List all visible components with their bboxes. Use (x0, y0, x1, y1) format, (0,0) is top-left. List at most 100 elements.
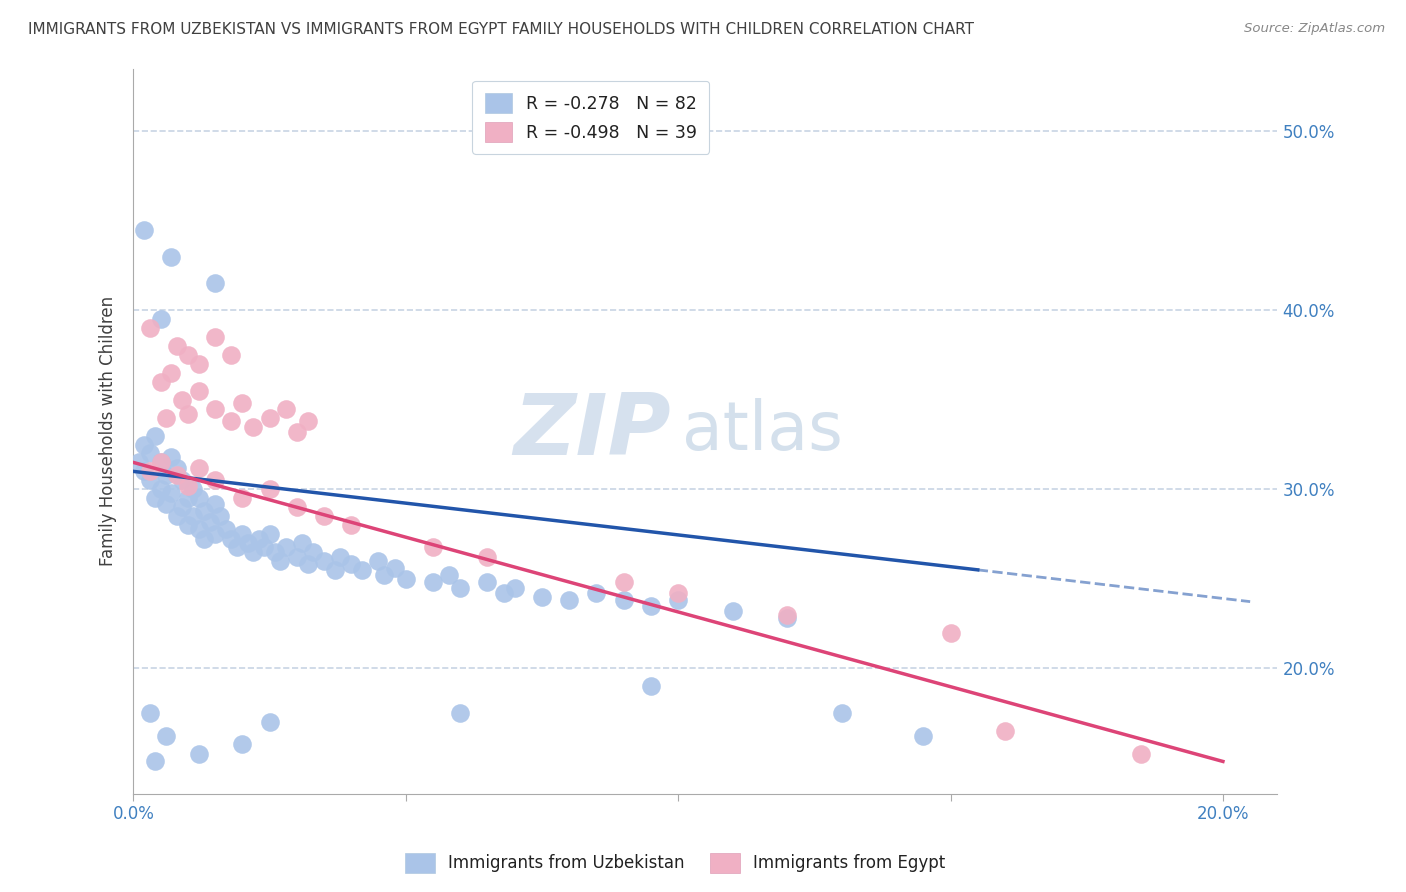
Point (138, 446, 160, 460)
Y-axis label: Family Households with Children: Family Households with Children (100, 296, 117, 566)
Point (247, 533, 270, 547)
Text: ZIP: ZIP (513, 390, 671, 473)
Point (143, 755, 166, 769)
Point (172, 392, 194, 407)
Point (177, 479, 200, 493)
Point (155, 730, 177, 744)
Point (613, 575, 636, 590)
Point (187, 522, 209, 536)
Point (253, 540, 276, 554)
Point (477, 550, 499, 565)
Point (187, 357, 209, 371)
Point (181, 509, 204, 524)
Point (138, 321, 160, 335)
Point (149, 455, 172, 469)
Point (831, 706, 853, 720)
Point (274, 401, 297, 416)
Point (221, 348, 243, 362)
Point (312, 554, 335, 568)
Point (340, 558, 363, 572)
Point (242, 545, 264, 559)
Point (585, 586, 607, 600)
Point (231, 527, 253, 541)
Point (340, 518, 363, 533)
Point (373, 568, 395, 582)
Point (204, 527, 226, 541)
Point (231, 737, 253, 751)
Point (367, 554, 389, 568)
Point (259, 410, 281, 425)
Point (666, 593, 689, 607)
Point (166, 509, 188, 524)
Point (285, 500, 308, 515)
Point (193, 533, 215, 547)
Point (198, 515, 221, 529)
Point (225, 540, 247, 554)
Text: IMMIGRANTS FROM UZBEKISTAN VS IMMIGRANTS FROM EGYPT FAMILY HOUSEHOLDS WITH CHILD: IMMIGRANTS FROM UZBEKISTAN VS IMMIGRANTS… (28, 22, 974, 37)
Text: Source: ZipAtlas.com: Source: ZipAtlas.com (1244, 22, 1385, 36)
Point (172, 473, 194, 487)
Point (312, 509, 335, 524)
Point (149, 375, 172, 389)
Point (128, 455, 150, 469)
Point (143, 428, 166, 442)
Point (160, 450, 183, 464)
Point (177, 518, 200, 533)
Point (160, 250, 183, 264)
Point (776, 607, 799, 622)
Point (1130, 747, 1153, 762)
Point (912, 730, 935, 744)
Point (297, 558, 319, 572)
Point (613, 593, 636, 607)
Point (477, 575, 499, 590)
Point (329, 550, 352, 565)
Point (177, 348, 200, 362)
Point (149, 455, 172, 469)
Point (221, 414, 243, 428)
Point (264, 545, 287, 559)
Point (204, 401, 226, 416)
Point (193, 504, 215, 518)
Legend: Immigrants from Uzbekistan, Immigrants from Egypt: Immigrants from Uzbekistan, Immigrants f… (398, 847, 952, 880)
Point (204, 277, 226, 291)
Point (231, 396, 253, 410)
Point (187, 384, 209, 398)
Point (204, 473, 226, 487)
Point (231, 491, 253, 506)
Point (209, 509, 232, 524)
Point (449, 706, 471, 720)
Point (155, 410, 177, 425)
Point (160, 366, 183, 380)
Point (939, 625, 962, 640)
Point (166, 467, 188, 482)
Point (269, 554, 291, 568)
Point (449, 581, 471, 595)
Point (149, 483, 172, 497)
Point (215, 522, 238, 536)
Point (384, 561, 406, 575)
Point (323, 563, 346, 577)
Point (143, 491, 166, 506)
Point (721, 604, 744, 618)
Point (155, 467, 177, 482)
Point (259, 714, 281, 729)
Point (297, 414, 319, 428)
Point (492, 586, 515, 600)
Point (221, 533, 243, 547)
Point (352, 563, 374, 577)
Point (285, 550, 308, 565)
Point (138, 706, 160, 720)
Point (134, 437, 156, 451)
Point (259, 527, 281, 541)
Point (187, 747, 209, 762)
Point (236, 536, 259, 550)
Point (439, 568, 461, 582)
Point (242, 419, 264, 434)
Point (166, 339, 188, 353)
Legend: R = -0.278   N = 82, R = -0.498   N = 39: R = -0.278 N = 82, R = -0.498 N = 39 (472, 81, 710, 154)
Point (204, 330, 226, 344)
Point (138, 464, 160, 478)
Point (177, 407, 200, 421)
Point (134, 464, 156, 478)
Point (274, 540, 297, 554)
